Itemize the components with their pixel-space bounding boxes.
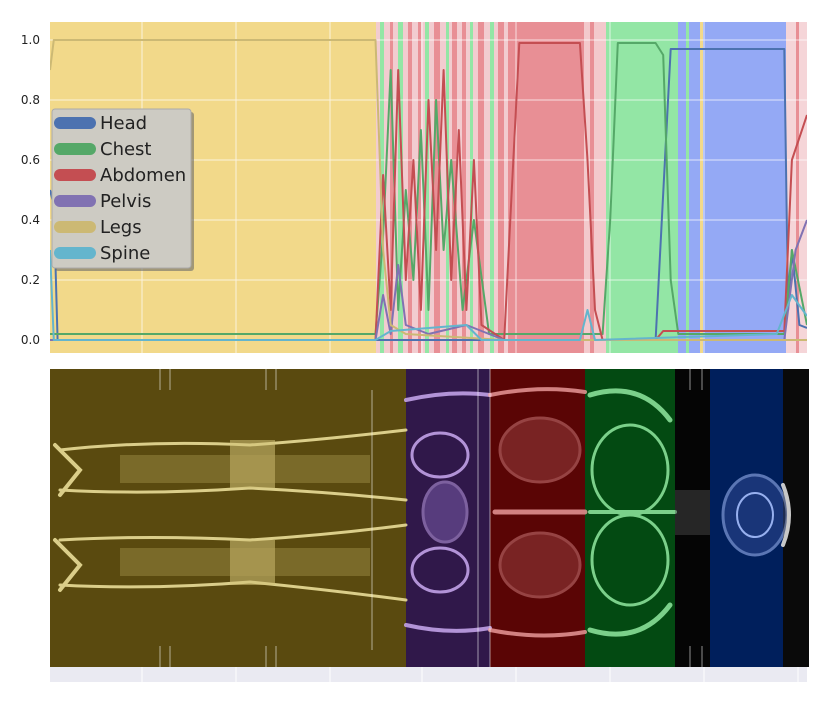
y-tick-label: 0.6: [21, 153, 40, 167]
legs-anatomy: [53, 428, 408, 602]
mri-segment-neck: [675, 369, 710, 667]
legend-label: Pelvis: [100, 191, 151, 212]
region-mixed-stripes: [380, 22, 504, 353]
head-anatomy: [721, 473, 791, 557]
legend-item-abdomen: Abdomen: [54, 165, 186, 186]
legend-item-pelvis: Pelvis: [54, 191, 151, 212]
region-mixed-1: [376, 22, 508, 353]
y-tick-label: 1.0: [21, 33, 40, 47]
region-chest: [606, 22, 678, 353]
legend-label: Abdomen: [100, 165, 186, 186]
legend-label: Legs: [100, 217, 142, 238]
y-tick-label: 0.4: [21, 213, 40, 227]
y-tick-label: 0.0: [21, 333, 40, 347]
legend-item-head: Head: [54, 113, 147, 134]
legend-item-spine: Spine: [54, 243, 150, 264]
region-abdomen: [508, 22, 584, 353]
series-line-chest: [50, 42, 807, 335]
mri-segment-legs: [50, 369, 406, 667]
mri-panel: [50, 369, 809, 682]
mri-axis-gridlines: [141, 667, 799, 682]
y-tick-label: 0.8: [21, 93, 40, 107]
legend-item-legs: Legs: [54, 217, 142, 238]
region-shading: [50, 22, 807, 353]
y-tick-label: 0.2: [21, 273, 40, 287]
mri-anatomy: [53, 387, 791, 638]
series-line-spine: [50, 249, 807, 341]
region-mixed-2: [584, 22, 606, 353]
series-line-legs: [50, 39, 807, 341]
pelvis-anatomy: [404, 391, 492, 633]
legend: Head Chest Abdomen Pelvis Legs Spine: [51, 108, 194, 271]
y-tick-labels: 0.0 0.2 0.4 0.6 0.8 1.0: [21, 33, 40, 347]
neck-anatomy: [675, 490, 710, 535]
legend-item-chest: Chest: [54, 139, 152, 160]
legend-label: Spine: [100, 243, 150, 264]
series-layer: [50, 39, 807, 341]
abdomen-anatomy: [488, 387, 588, 638]
legend-label: Head: [100, 113, 147, 134]
legend-label: Chest: [100, 139, 152, 160]
slice-lines: [159, 369, 703, 667]
mri-segment-abdomen: [490, 369, 585, 667]
chest-anatomy: [587, 388, 677, 637]
series-line-head: [50, 48, 807, 341]
probability-plot: 0.0 0.2 0.4 0.6 0.8 1.0 Head Chest Abdomen…: [21, 22, 807, 353]
mri-axis-background: [50, 667, 807, 682]
region-head: [678, 22, 786, 353]
legend-items: Head Chest Abdomen Pelvis Legs Spine: [54, 113, 186, 264]
